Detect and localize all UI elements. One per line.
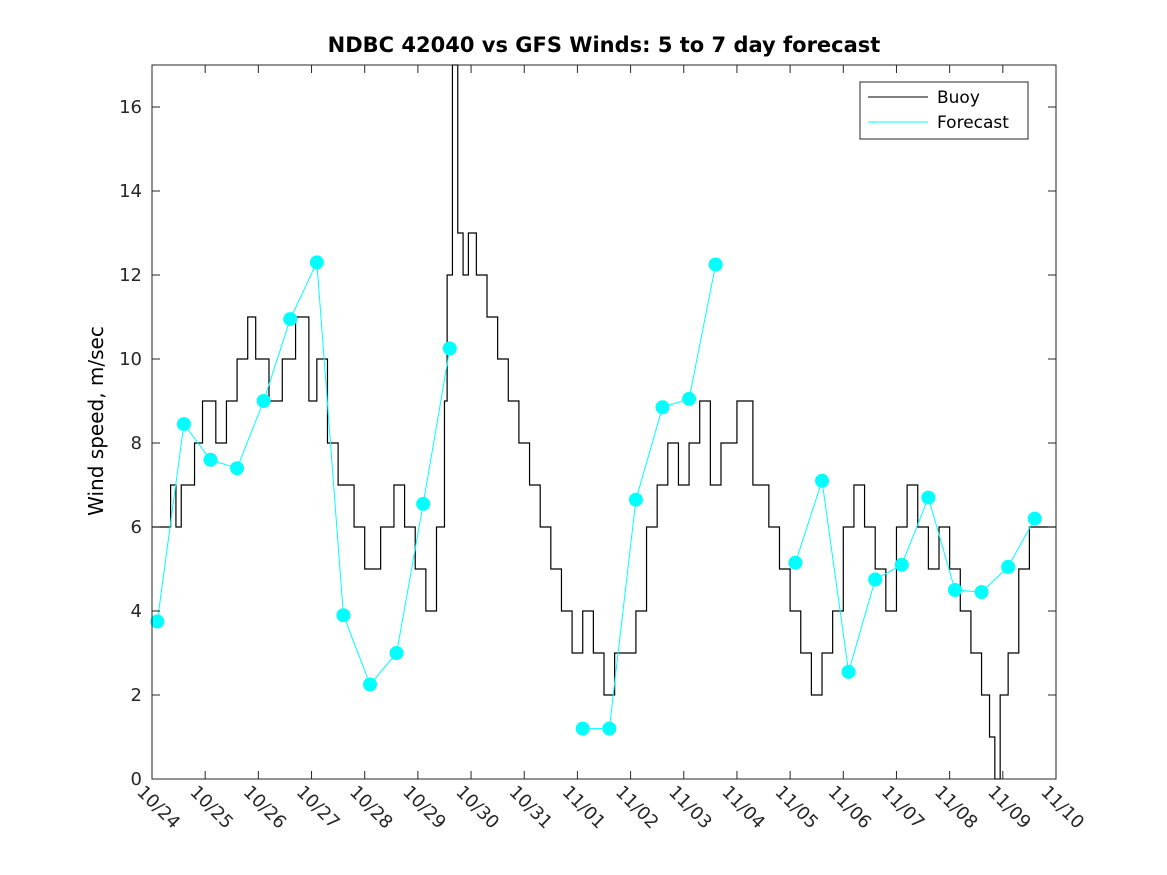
y-tick-label: 12: [119, 265, 142, 286]
legend-box: [859, 81, 1029, 140]
y-tick-label: 10: [119, 349, 142, 370]
forecast-marker: [894, 557, 909, 572]
y-tick-label: 0: [131, 769, 142, 790]
x-tick-label: 11/08: [930, 782, 982, 834]
forecast-marker: [655, 400, 670, 415]
y-tick-label: 16: [119, 97, 142, 118]
y-tick-label: 14: [119, 181, 142, 202]
x-tick-label: 11/05: [771, 782, 823, 834]
forecast-marker: [150, 614, 165, 629]
forecast-markers: [150, 255, 1042, 736]
forecast-marker: [389, 646, 404, 660]
x-tick-label: 11/10: [1036, 782, 1088, 834]
forecast-marker: [868, 572, 883, 587]
x-tick-label: 11/03: [664, 782, 716, 834]
x-tick-label: 11/01: [558, 782, 610, 834]
forecast-marker: [575, 721, 590, 736]
x-tick-label: 11/02: [611, 782, 663, 834]
forecast-marker: [708, 257, 723, 272]
x-tick-label: 10/24: [132, 782, 184, 834]
plot-frame: [151, 64, 1057, 780]
forecast-marker: [256, 394, 271, 408]
forecast-marker: [788, 555, 803, 570]
forecast-marker: [628, 492, 643, 507]
forecast-marker: [283, 312, 298, 327]
forecast-marker: [176, 417, 191, 432]
x-tick-label: 10/30: [452, 782, 504, 834]
forecast-marker: [416, 496, 431, 511]
y-tick-label: 6: [131, 517, 142, 538]
forecast-marker: [815, 473, 830, 488]
x-tick-label: 10/31: [505, 782, 557, 834]
y-tick-label: 4: [131, 601, 142, 622]
forecast-marker: [841, 664, 856, 679]
x-tick-label: 11/06: [824, 782, 876, 834]
buoy-series-line: [152, 64, 1056, 780]
legend-buoy-label: Buoy: [937, 88, 980, 108]
forecast-marker: [1027, 511, 1042, 526]
y-tick-label: 2: [131, 685, 142, 706]
forecast-marker: [947, 583, 962, 597]
y-tick-label: 8: [131, 433, 142, 454]
forecast-marker: [203, 452, 218, 467]
chart-title: NDBC 42040 vs GFS Winds: 5 to 7 day fore…: [328, 33, 881, 57]
forecast-marker: [1001, 559, 1016, 574]
forecast-marker: [363, 677, 378, 692]
forecast-marker: [442, 341, 457, 356]
x-tick-label: 10/29: [398, 782, 450, 834]
x-tick-label: 11/09: [983, 782, 1035, 834]
forecast-marker: [682, 391, 697, 406]
y-axis-ticks: 0 2 4 6 8 10 12 14 16: [119, 97, 1056, 790]
x-tick-label: 10/28: [345, 782, 397, 834]
forecast-marker: [974, 585, 989, 600]
x-tick-label: 11/04: [717, 782, 769, 834]
forecast-marker: [921, 490, 936, 505]
forecast-marker: [309, 255, 324, 270]
forecast-marker: [336, 608, 351, 623]
plot-lines: [152, 64, 1056, 780]
x-tick-label: 10/27: [292, 782, 344, 834]
legend: Buoy Forecast: [859, 81, 1029, 140]
forecast-series-line: [156, 260, 1036, 730]
x-tick-label: 10/26: [239, 782, 291, 834]
forecast-marker: [230, 461, 245, 476]
legend-forecast-label: Forecast: [937, 113, 1009, 133]
forecast-marker: [602, 721, 617, 736]
y-axis-label: Wind speed, m/sec: [84, 326, 108, 516]
x-tick-label: 11/07: [877, 782, 929, 834]
x-tick-label: 10/25: [186, 782, 238, 834]
